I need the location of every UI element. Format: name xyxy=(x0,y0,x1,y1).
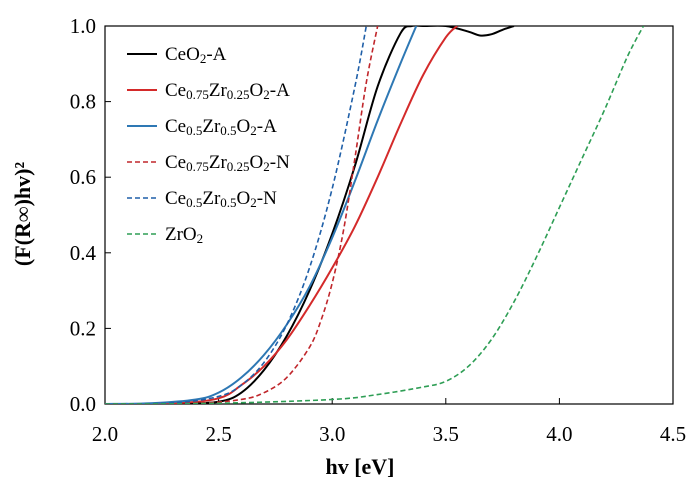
x-tick-label: 4.0 xyxy=(546,422,572,446)
legend-label-0: CeO2-A xyxy=(165,44,227,66)
legend: CeO2-A Ce0.75Zr0.25O2-A Ce0.5Zr0.5O2-A Ce0.… xyxy=(127,44,290,246)
y-tick-label: 0.2 xyxy=(70,316,96,340)
series-line-5 xyxy=(105,26,645,404)
y-axis-title: (F(R∞)hv)² xyxy=(10,162,35,267)
y-tick-label: 0.0 xyxy=(70,392,96,416)
x-tick-label: 4.5 xyxy=(660,422,686,446)
legend-label-3: Ce0.75Zr0.25O2-N xyxy=(165,152,290,174)
y-tick-label: 1.0 xyxy=(70,14,96,38)
plot-frame xyxy=(104,25,674,405)
x-tick-label: 2.5 xyxy=(205,422,231,446)
y-tick-label: 0.4 xyxy=(70,241,97,265)
series-line-0 xyxy=(105,26,515,404)
y-tick-label: 0.8 xyxy=(70,90,96,114)
x-axis-title: hv [eV] xyxy=(325,454,394,479)
y-tick-label: 0.6 xyxy=(70,165,96,189)
legend-label-1: Ce0.75Zr0.25O2-A xyxy=(165,80,290,102)
x-tick-label: 2.0 xyxy=(92,422,118,446)
legend-label-5: ZrO2 xyxy=(165,224,203,246)
legend-label-2: Ce0.5Zr0.5O2-A xyxy=(165,116,277,138)
series-line-3 xyxy=(105,26,379,404)
axes: 2.0 2.5 3.0 3.5 4.0 4.5 0.0 0.2 0.4 0.6 0.8 1.0 xyxy=(70,14,686,446)
legend-label-4: Ce0.5Zr0.5O2-N xyxy=(165,188,277,210)
series-line-1 xyxy=(105,26,458,404)
series-line-4 xyxy=(105,26,368,404)
x-tick-label: 3.0 xyxy=(319,422,345,446)
series-group xyxy=(105,26,645,404)
x-tick-label: 3.5 xyxy=(433,422,459,446)
